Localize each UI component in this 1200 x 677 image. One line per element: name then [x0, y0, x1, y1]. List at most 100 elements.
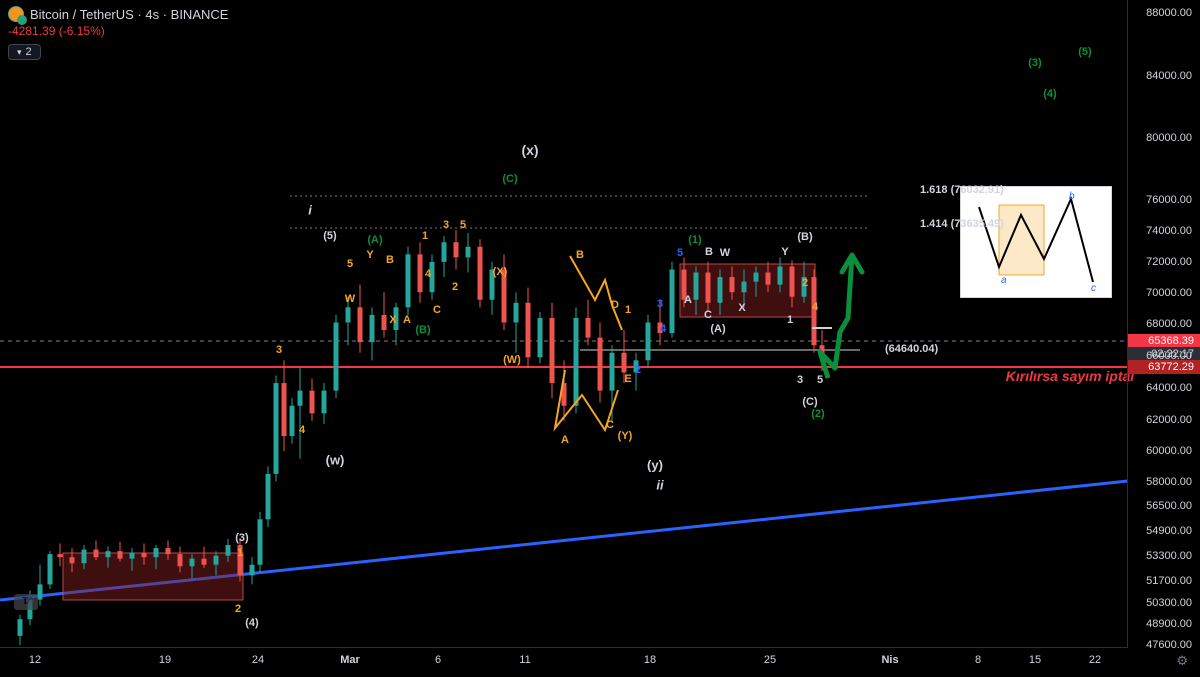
wave-label: X [389, 314, 396, 326]
wave-label: (A) [367, 234, 382, 246]
y-tick: 60000.00 [1146, 445, 1192, 457]
y-tick: 72000.00 [1146, 256, 1192, 268]
wave-label: A [684, 294, 692, 306]
wave-label: 4 [660, 323, 666, 335]
wave-label: A [403, 314, 411, 326]
wave-label: 3 [276, 344, 282, 356]
wave-label: W [720, 247, 730, 259]
wave-label: Y [781, 246, 788, 258]
wave-label: X [738, 302, 745, 314]
wave-label: (X) [493, 266, 508, 278]
wave-label: 2 [452, 281, 458, 293]
wave-label: (C) [802, 396, 817, 408]
invalidation-text: Kırılırsa sayım iptal [1006, 368, 1134, 384]
y-tick: 56500.00 [1146, 500, 1192, 512]
wave-label: C [433, 304, 441, 316]
wave-label: 3 [797, 374, 803, 386]
y-tick: 47600.00 [1146, 639, 1192, 651]
x-tick: 15 [1029, 654, 1041, 666]
x-tick: Nis [881, 654, 898, 666]
wave-label: 3 [657, 298, 663, 310]
wave-label: (Y) [618, 430, 633, 442]
wave-label: i [308, 203, 312, 218]
wave-label: 4 [299, 424, 305, 436]
wave-label: (W) [503, 354, 521, 366]
wave-label: (B) [415, 324, 430, 336]
layout-count: 2 [26, 46, 32, 58]
price-tag-alert: 63772.29 [1128, 360, 1200, 374]
y-tick: 48900.00 [1146, 618, 1192, 630]
wave-label: 2 [802, 277, 808, 289]
wave-label: (w) [326, 453, 345, 468]
wave-label: D [611, 299, 619, 311]
y-tick: 74000.00 [1146, 225, 1192, 237]
y-tick: 64000.00 [1146, 382, 1192, 394]
wave-label: 1 [237, 547, 243, 559]
wave-label: 4 [425, 268, 431, 280]
wave-label: 1 [787, 314, 793, 326]
y-tick: 54900.00 [1146, 525, 1192, 537]
wave-label: ii [656, 478, 663, 493]
wave-label: 1 [625, 304, 631, 316]
fib-label: 1.618 (76032.91) [920, 184, 1004, 196]
y-tick: 62000.00 [1146, 414, 1192, 426]
y-tick: 68000.00 [1146, 318, 1192, 330]
wave-label: 3 [443, 219, 449, 231]
x-tick: 8 [975, 654, 981, 666]
fib-label: (64640.04) [885, 343, 938, 355]
layout-button[interactable]: ▾ 2 [8, 44, 41, 60]
wave-label: (B) [797, 231, 812, 243]
x-tick: 11 [519, 654, 530, 666]
symbol-icon [8, 6, 24, 22]
wave-label: (3) [1028, 57, 1041, 69]
wave-label: 1 [422, 230, 428, 242]
wave-label: 4 [812, 301, 818, 313]
wave-label: (4) [245, 617, 258, 629]
wave-label: B [705, 246, 713, 258]
time-axis[interactable]: 121924Mar6111825Nis81522 [0, 647, 1128, 677]
x-tick: 25 [764, 654, 776, 666]
wave-label: (1) [688, 234, 701, 246]
chart-header: Bitcoin / TetherUS · 4s · BINANCE -4281.… [8, 6, 228, 60]
y-tick: 58000.00 [1146, 476, 1192, 488]
settings-icon[interactable]: ⚙ [1176, 653, 1188, 669]
svg-text:b: b [1069, 191, 1075, 202]
y-tick: 84000.00 [1146, 70, 1192, 82]
wave-label: 5 [677, 247, 683, 259]
chevron-down-icon: ▾ [17, 47, 22, 58]
y-tick: 80000.00 [1146, 132, 1192, 144]
wave-label: 5 [347, 258, 353, 270]
price-axis[interactable]: 65368.39 02:22:17 63772.29 88000.0084000… [1127, 0, 1200, 648]
tradingview-watermark: T⁄ [14, 594, 38, 610]
x-tick: Mar [340, 654, 360, 666]
wave-label: (5) [1078, 46, 1091, 58]
price-tag-last: 65368.39 [1128, 334, 1200, 348]
x-tick: 12 [29, 654, 41, 666]
wave-label: W [345, 293, 355, 305]
wave-label: (4) [1043, 88, 1056, 100]
x-tick: 6 [435, 654, 441, 666]
wave-label: 5 [817, 374, 823, 386]
wave-label: (A) [710, 323, 725, 335]
chart-area[interactable]: Bitcoin / TetherUS · 4s · BINANCE -4281.… [0, 0, 1128, 648]
pattern-inset: abc [960, 186, 1112, 298]
wave-label: C [606, 419, 614, 431]
wave-label: 5 [460, 219, 466, 231]
wave-label: B [576, 249, 584, 261]
wave-label: (5) [323, 230, 336, 242]
wave-label: C [704, 309, 712, 321]
wave-label: (C) [502, 173, 517, 185]
y-tick: 70000.00 [1146, 287, 1192, 299]
svg-text:c: c [1091, 283, 1096, 294]
wave-label: (2) [811, 408, 824, 420]
wave-label: (y) [647, 458, 663, 473]
wave-label: (3) [235, 532, 248, 544]
x-tick: 19 [159, 654, 171, 666]
wave-label: 2 [235, 603, 241, 615]
x-tick: 22 [1089, 654, 1101, 666]
symbol-title[interactable]: Bitcoin / TetherUS · 4s · BINANCE [30, 7, 228, 22]
wave-label: A [561, 434, 569, 446]
y-tick: 53300.00 [1146, 550, 1192, 562]
fib-label: 1.414 (73635.49) [920, 218, 1004, 230]
price-change: -4281.39 (-6.15%) [8, 24, 228, 38]
